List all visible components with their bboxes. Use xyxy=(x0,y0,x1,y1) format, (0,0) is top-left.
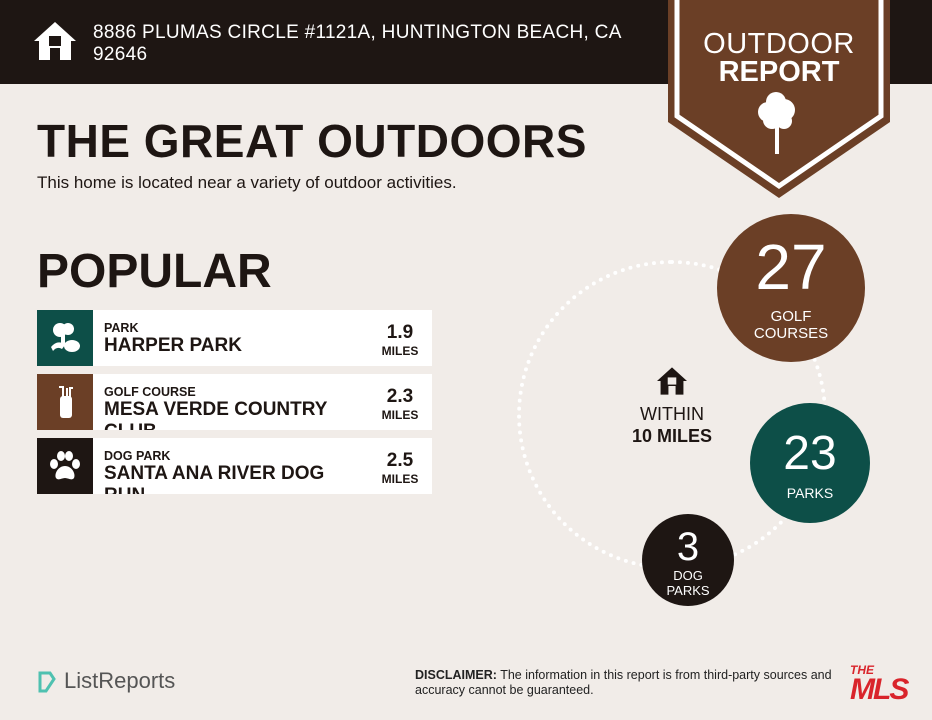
disclaimer-label: DISCLAIMER: xyxy=(415,668,497,682)
disclaimer: DISCLAIMER: The information in this repo… xyxy=(415,668,855,698)
brand-name: ListReports xyxy=(64,668,176,693)
item-distance: 2.3 xyxy=(386,386,414,407)
dogs-label: DOG xyxy=(673,568,703,583)
home-icon xyxy=(34,22,76,60)
mls-logo: THE MLS xyxy=(850,663,909,706)
paw-icon xyxy=(37,438,93,494)
list-item[interactable]: GOLF COURSE MESA VERDE COUNTRY CLUB 2.3 … xyxy=(37,374,432,430)
dog-parks-count: 3 DOG PARKS xyxy=(642,514,734,606)
radius-label: 10 MILES xyxy=(631,426,713,446)
item-unit: MILES xyxy=(381,344,419,358)
list-item[interactable]: PARK HARPER PARK 1.9 MILES xyxy=(37,310,432,366)
dogs-label: PARKS xyxy=(666,583,710,598)
list-item[interactable]: DOG PARK SANTA ANA RIVER DOG RUN 2.5 MIL… xyxy=(37,438,432,494)
page-title: THE GREAT OUTDOORS xyxy=(37,115,587,167)
item-unit: MILES xyxy=(381,408,419,422)
home-icon xyxy=(657,367,687,395)
item-category: PARK xyxy=(104,321,139,335)
property-address: 8886 PLUMAS CIRCLE #1121A, HUNTINGTON BE… xyxy=(93,22,621,65)
parks-count-value: 23 xyxy=(783,427,837,480)
tree-icon xyxy=(758,92,795,154)
item-category: DOG PARK xyxy=(104,449,171,463)
item-name: SANTA ANA RIVER DOG RUN xyxy=(104,463,325,494)
dogs-count-value: 3 xyxy=(676,525,700,569)
golf-bag-icon xyxy=(37,374,93,430)
badge-line2: REPORT xyxy=(718,56,840,88)
item-distance: 2.5 xyxy=(386,450,414,471)
listreports-logo: ListReports xyxy=(36,668,175,694)
listreports-icon xyxy=(38,671,56,693)
parks-label: PARKS xyxy=(786,485,834,501)
outdoor-report-badge xyxy=(668,0,890,198)
item-name: MESA VERDE COUNTRY CLUB xyxy=(104,399,328,430)
within-label: WITHIN xyxy=(640,404,704,424)
item-unit: MILES xyxy=(381,472,419,486)
item-distance: 1.9 xyxy=(386,322,414,343)
page-subtitle: This home is located near a variety of o… xyxy=(37,173,457,192)
popular-heading: POPULAR xyxy=(37,245,272,298)
golf-courses-count: 27 GOLF COURSES xyxy=(717,214,865,362)
park-icon xyxy=(37,310,93,366)
disclaimer-text: The information in this report is from t… xyxy=(496,668,832,682)
item-name: HARPER PARK xyxy=(104,335,242,356)
disclaimer-text: accuracy cannot be guaranteed. xyxy=(415,683,594,697)
golf-label: GOLF xyxy=(770,308,812,325)
badge-line1: OUTDOOR xyxy=(703,28,855,60)
golf-count: 27 xyxy=(755,231,827,303)
item-category: GOLF COURSE xyxy=(104,385,196,399)
parks-count: 23 PARKS xyxy=(750,403,870,523)
golf-label: COURSES xyxy=(753,325,829,342)
